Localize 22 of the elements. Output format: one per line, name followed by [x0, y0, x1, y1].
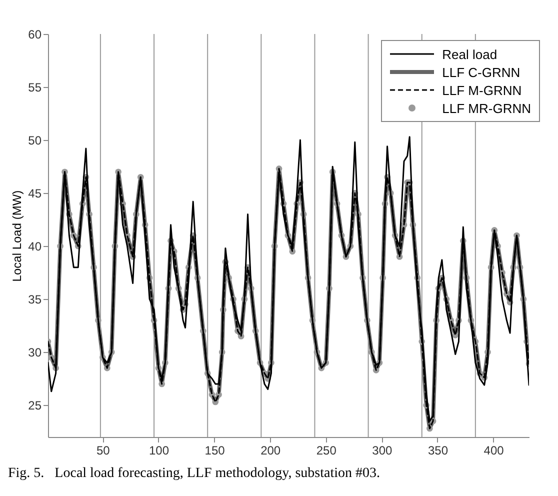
x-tick-label: 250	[316, 444, 337, 458]
legend-label: Real load	[442, 46, 498, 62]
x-tick-label: 50	[96, 444, 110, 458]
legend-label: LLF C-GRNN	[442, 64, 520, 80]
y-tick-label: 50	[28, 134, 42, 148]
x-tick-label: 100	[148, 444, 170, 458]
y-tick-label: 60	[28, 28, 42, 42]
y-tick-label: 30	[28, 346, 42, 360]
y-tick-label: 25	[28, 398, 42, 413]
x-tick-label: 150	[204, 444, 226, 458]
y-tick-label: 40	[28, 240, 42, 254]
x-tick-label: 350	[428, 444, 448, 458]
y-tick-label: 45	[28, 186, 42, 201]
y-tick-label: 55	[28, 80, 42, 95]
x-tick-label: 300	[372, 444, 393, 458]
x-tick-label: 400	[484, 444, 504, 458]
x-tick-label: 200	[260, 444, 281, 458]
caption: Fig. 5. Local load forecasting, LLF methodology, substation #03.	[8, 466, 381, 482]
legend-label: LLF MR-GRNN	[442, 100, 531, 116]
legend-label: LLF M-GRNN	[442, 82, 522, 98]
y-tick-label: 35	[28, 292, 42, 307]
y-axis-title: Local Load (MW)	[10, 190, 24, 282]
